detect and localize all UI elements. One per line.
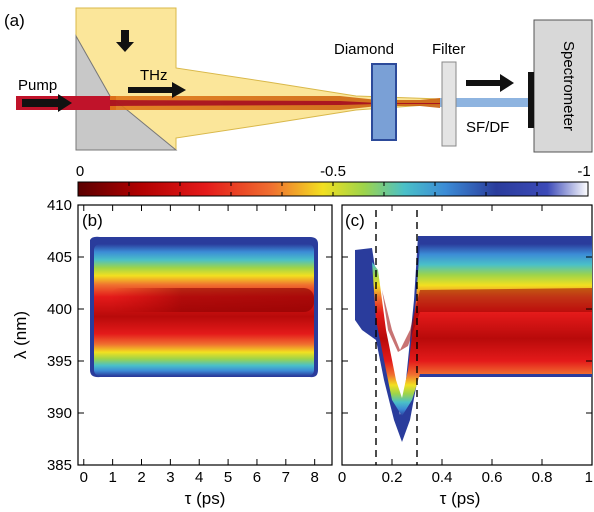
pump-arrow-icon <box>22 94 72 112</box>
panel-b-x-tick-label: 8 <box>311 469 319 486</box>
pump-label: Pump <box>18 77 57 94</box>
panel-c: 0 0.2 0.4 0.6 0.8 1 (c) τ (ps) <box>338 204 593 508</box>
panel-c-x-tick-label: 0.2 <box>382 469 403 486</box>
spectrometer-label: Spectrometer <box>560 41 577 131</box>
panel-b-core <box>110 288 314 312</box>
panel-b-ylabel: λ (nm) <box>11 311 30 359</box>
thz-arrow-icon <box>128 82 186 98</box>
colorbar-tick-label: 0 <box>76 163 84 180</box>
diamond-label: Diamond <box>334 41 394 58</box>
panel-c-x-tick-label: 0 <box>338 469 346 486</box>
panel-b-x-tick-label: 3 <box>166 469 174 486</box>
panel-b-x-tick-label: 6 <box>253 469 261 486</box>
panel-b-x-tick-label: 0 <box>80 469 88 486</box>
panel-c-x-tick-label: 0.6 <box>482 469 503 486</box>
panel-b-y-tick-label: 410 <box>47 197 72 214</box>
filter-label: Filter <box>432 41 465 58</box>
panel-c-label: (c) <box>345 211 365 230</box>
pump-core <box>110 100 440 106</box>
panel-c-band <box>372 244 592 416</box>
panel-c-heatmap <box>355 236 592 442</box>
panel-b-y-tick-label: 405 <box>47 249 72 266</box>
panel-b: (b) 410 405 400 395 390 385 0 1 2 3 4 5 6 7 8 λ (nm) τ… <box>11 197 333 508</box>
panel-b-x-tick-label: 7 <box>282 469 290 486</box>
panel-b-xlabel: τ (ps) <box>185 489 226 508</box>
panel-b-x-tick-label: 2 <box>137 469 145 486</box>
panel-b-y-tick-label: 390 <box>47 405 72 422</box>
spectrometer-slit <box>528 72 534 128</box>
panel-b-y-tick-label: 400 <box>47 301 72 318</box>
colorbar: 0 -0.5 -1 <box>76 163 591 197</box>
filter-element <box>441 61 457 147</box>
output-beam <box>440 98 532 107</box>
panel-b-y-tick-label: 395 <box>47 353 72 370</box>
panel-b-x-tick-label: 1 <box>108 469 116 486</box>
panel-b-x-tick-label: 5 <box>224 469 232 486</box>
panel-b-axes: 410 405 400 395 390 385 0 1 2 3 4 5 6 7 8 <box>47 197 332 486</box>
panel-c-xlabel: τ (ps) <box>440 489 481 508</box>
generation-crystal <box>75 34 178 151</box>
colorbar-tick-label: -0.5 <box>320 163 346 180</box>
panel-c-core <box>382 288 592 352</box>
diamond-crystal <box>371 63 397 141</box>
down-arrow-icon <box>116 30 134 52</box>
output-arrow-icon <box>466 74 514 92</box>
panel-c-x-tick-label: 0.4 <box>432 469 453 486</box>
panel-b-heatmap <box>90 236 318 378</box>
panel-b-x-tick-label: 4 <box>195 469 203 486</box>
sf-df-label: SF/DF <box>466 119 509 136</box>
thz-label: THz <box>140 67 168 84</box>
panel-c-x-tick-label: 1 <box>585 469 593 486</box>
setup-schematic: (a) Pump THz Diamond Filter SF/DF Spectr… <box>4 7 593 153</box>
panel-c-axes: 0 0.2 0.4 0.6 0.8 1 <box>338 204 593 486</box>
colorbar-ticks <box>128 182 538 196</box>
panel-c-x-tick-label: 0.8 <box>532 469 553 486</box>
panel-a-label: (a) <box>4 11 25 30</box>
panel-b-y-tick-label: 385 <box>47 457 72 474</box>
colorbar-tick-label: -1 <box>577 163 590 180</box>
panel-b-label: (b) <box>82 211 103 230</box>
